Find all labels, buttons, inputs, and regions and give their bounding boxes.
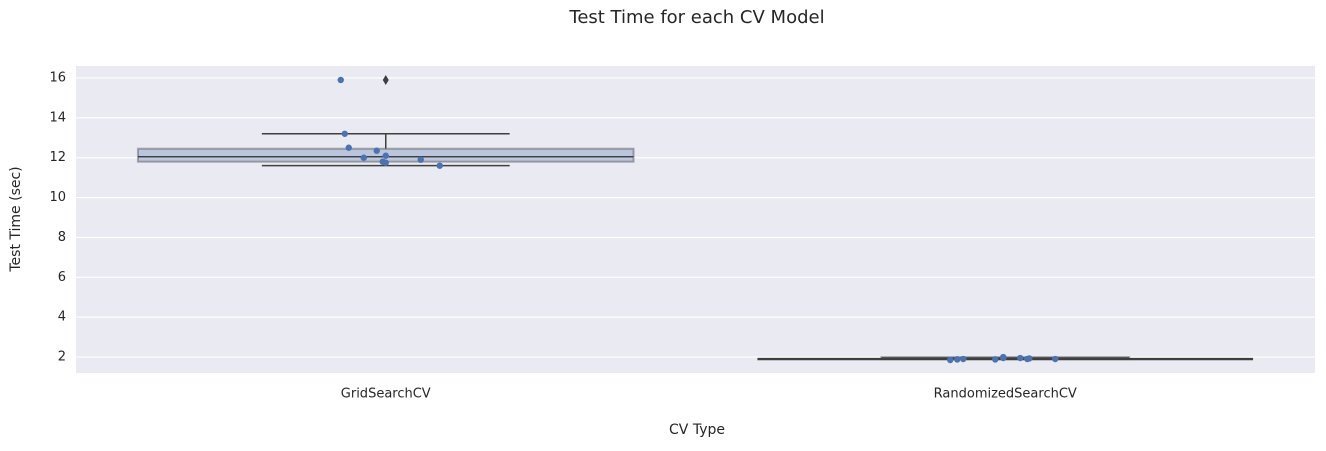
point (337, 76, 344, 84)
flier (382, 74, 389, 85)
y-tick-label: 16 (49, 70, 66, 85)
point (436, 162, 443, 169)
y-tick-label: 4 (58, 310, 66, 325)
point (992, 356, 999, 363)
x-tick-label: RandomizedSearchCV (934, 387, 1077, 402)
chart-title: Test Time for each CV Model (568, 7, 824, 28)
point (1052, 355, 1059, 363)
y-axis-label: Test Time (sec) (8, 166, 24, 272)
point (1026, 355, 1033, 362)
point (382, 159, 389, 166)
y-tick-label: 12 (49, 150, 66, 165)
point (341, 130, 348, 137)
point (954, 356, 961, 363)
x-tick-label: GridSearchCV (341, 387, 431, 402)
point (960, 355, 967, 363)
point (947, 356, 954, 364)
y-tick-label: 10 (49, 190, 66, 205)
y-tick-label: 14 (49, 110, 66, 125)
y-tick-label: 8 (58, 230, 66, 245)
point (417, 156, 424, 163)
plot-area (76, 66, 1315, 373)
point (345, 144, 352, 151)
point (373, 147, 380, 154)
point (382, 152, 389, 159)
point (360, 154, 367, 161)
y-tick-label: 6 (58, 270, 66, 285)
point (1000, 353, 1007, 361)
y-tick-label: 2 (58, 350, 66, 365)
x-axis-label: CV Type (669, 422, 725, 438)
point (1017, 354, 1024, 362)
